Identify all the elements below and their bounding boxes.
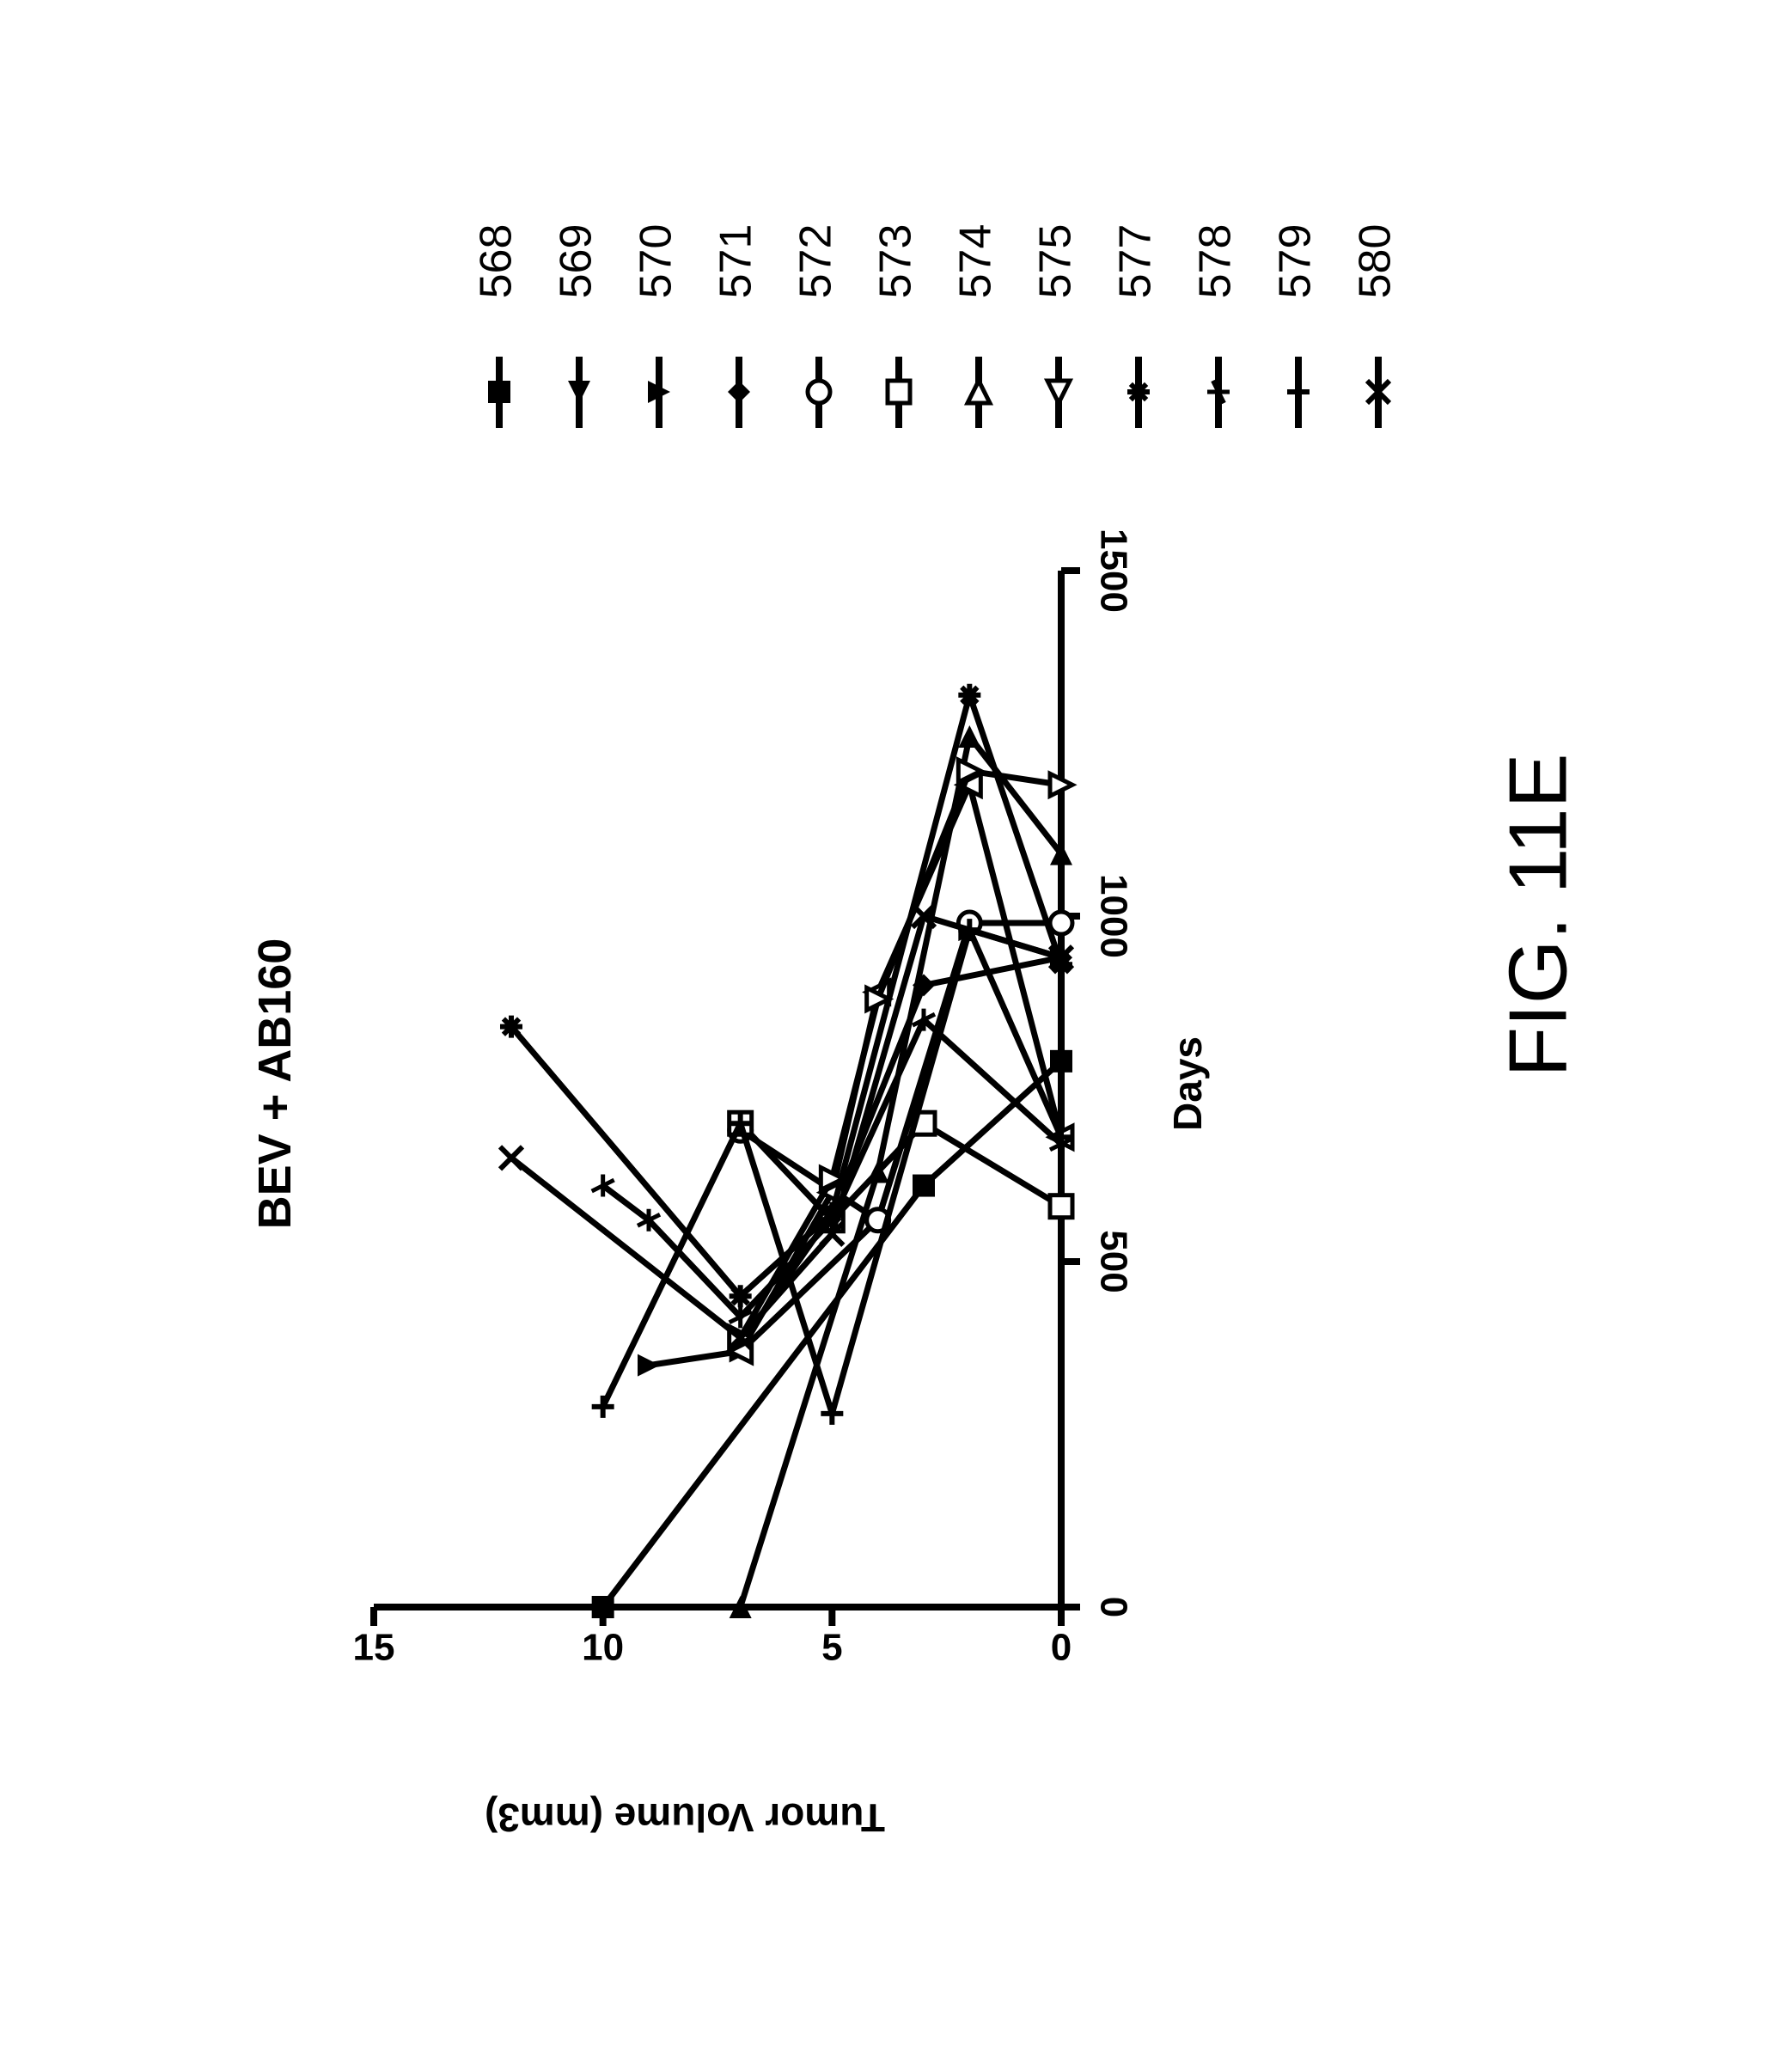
legend-item-571: 571 [711, 224, 761, 428]
legend-label: 573 [871, 224, 921, 299]
legend-label: 572 [791, 224, 841, 299]
legend-item-569: 569 [552, 224, 601, 428]
legend-label: 574 [951, 224, 1001, 299]
x-axis-ticks: 0 5 10 15 [353, 1607, 1072, 1669]
legend-label: 578 [1191, 224, 1241, 299]
legend-label: 575 [1031, 224, 1081, 299]
y-axis-ticks: 0 500 1000 1500 [1061, 529, 1134, 1617]
legend-marker [1287, 381, 1310, 403]
legend-item-568: 568 [472, 224, 522, 428]
data-point-577 [958, 684, 980, 706]
y-tick-label: 500 [1092, 1230, 1134, 1293]
y-tick-label: 1000 [1092, 874, 1134, 958]
x-axis-title: Days [1165, 1036, 1210, 1131]
legend-item-574: 574 [951, 224, 1001, 428]
legend-marker [968, 381, 990, 403]
data-point-579 [592, 1396, 614, 1418]
legend-marker [568, 381, 590, 403]
data-point-569 [638, 1354, 660, 1377]
legend-label: 569 [552, 224, 601, 299]
legend-item-579: 579 [1271, 224, 1321, 428]
data-point-575 [1050, 773, 1072, 796]
legend-label: 571 [711, 224, 761, 299]
figure-label: FIG. 11E [1492, 753, 1584, 1077]
data-point-572 [1050, 912, 1072, 934]
series-line-568 [603, 1061, 1061, 1607]
legend-item-577: 577 [1111, 224, 1161, 428]
legend-item-573: 573 [871, 224, 921, 428]
legend-label: 570 [632, 224, 681, 299]
data-point-568 [913, 1175, 935, 1197]
y-tick-label: 1500 [1092, 529, 1134, 613]
legend-marker [1127, 381, 1150, 403]
data-point-568 [592, 1596, 614, 1618]
legend-marker [488, 381, 510, 403]
legend-marker [728, 381, 750, 403]
legend-item-578: 578 [1191, 224, 1241, 428]
chart-legend: 568 569 570 571 572 573 574 575 577 578 579 580 [472, 224, 1401, 428]
legend-item-572: 572 [791, 224, 841, 428]
y-axis-title: Tumor Volume (mm3) [485, 1795, 885, 1840]
legend-label: 568 [472, 224, 522, 299]
x-tick-label: 0 [1051, 1627, 1072, 1669]
chart-title: BEV + AB160 [249, 938, 301, 1230]
legend-item-575: 575 [1031, 224, 1081, 428]
data-point-573 [1050, 1195, 1072, 1218]
series-568 [592, 1050, 1072, 1618]
series-layer [500, 684, 1072, 1618]
data-point-568 [1050, 1050, 1072, 1073]
legend-marker [888, 381, 910, 403]
y-tick-label: 0 [1092, 1597, 1134, 1617]
tumor-volume-chart: 0 5 10 15 0 500 1000 1500 BEV + AB160 Days [249, 529, 1210, 1669]
data-point-580 [500, 1146, 522, 1169]
legend-marker [1047, 381, 1070, 403]
x-tick-label: 15 [353, 1627, 395, 1669]
x-tick-label: 5 [821, 1627, 842, 1669]
legend-label: 577 [1111, 224, 1161, 299]
legend-item-580: 580 [1351, 224, 1401, 428]
data-point-577 [500, 1016, 522, 1038]
legend-marker [808, 381, 830, 403]
data-point-577 [730, 1285, 752, 1307]
data-point-579 [821, 1403, 843, 1425]
x-tick-label: 10 [582, 1627, 624, 1669]
legend-item-570: 570 [632, 224, 681, 428]
legend-label: 579 [1271, 224, 1321, 299]
legend-label: 580 [1351, 224, 1401, 299]
